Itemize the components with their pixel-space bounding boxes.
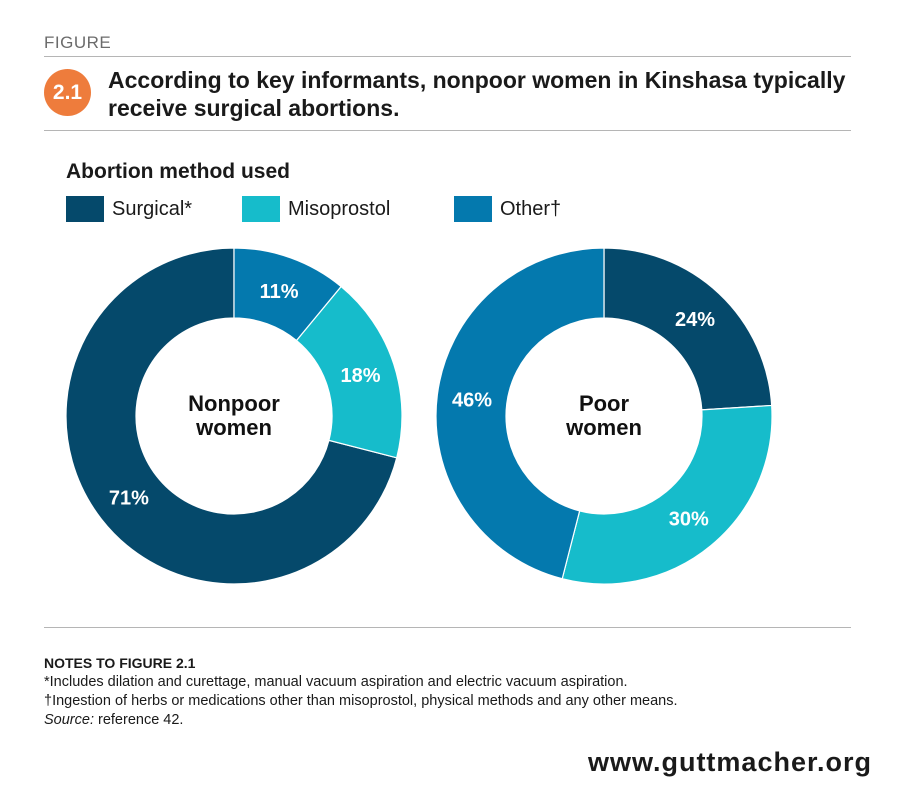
figure-title: According to key informants, nonpoor wom… [108, 67, 846, 121]
donut-slice-nonpoor-0 [65, 247, 398, 585]
note-line-other: †Ingestion of herbs or medications other… [44, 693, 678, 709]
data-label-nonpoor-2: 11% [260, 281, 299, 303]
data-label-poor-0: 24% [675, 309, 715, 331]
title-divider [44, 130, 851, 131]
donut-slice-poor-1 [561, 404, 773, 585]
center-label-nonpoor-0: Nonpoor [188, 391, 280, 416]
legend-swatch-misoprostol [242, 196, 280, 222]
source-text: reference 42. [93, 712, 184, 728]
legend-item-misoprostol: Misoprostol [242, 196, 390, 222]
legend-swatch-other [454, 196, 492, 222]
donut-slice-poor-2 [435, 247, 605, 580]
website-link[interactable]: www.guttmacher.org [587, 747, 872, 777]
donut-slice-poor-0 [603, 247, 773, 411]
legend: Surgical* Misoprostol Other† [66, 196, 626, 224]
note-line-surgical: *Includes dilation and curettage, manual… [44, 674, 628, 690]
data-label-poor-1: 30% [669, 508, 709, 530]
center-label-nonpoor-1: women [195, 415, 272, 440]
data-label-poor-2: 46% [452, 389, 492, 411]
legend-title: Abortion method used [66, 160, 290, 183]
figure-number-badge: 2.1 [44, 69, 91, 116]
donut-slice-nonpoor-2 [233, 247, 342, 342]
notes: NOTES TO FIGURE 2.1 *Includes dilation a… [44, 654, 864, 730]
legend-item-surgical: Surgical* [66, 196, 192, 222]
figure-kicker: FIGURE [44, 33, 112, 52]
data-label-nonpoor-0: 71% [109, 488, 149, 510]
notes-divider [44, 627, 851, 628]
center-label-poor-0: Poor [579, 391, 630, 416]
top-divider [44, 56, 851, 57]
notes-heading: NOTES TO FIGURE 2.1 [44, 655, 196, 671]
legend-label-misoprostol: Misoprostol [288, 197, 391, 220]
source-line: Source: reference 42. [44, 711, 864, 730]
donut-slice-nonpoor-1 [295, 285, 403, 459]
legend-label-other: Other† [500, 197, 562, 220]
legend-item-other: Other† [454, 196, 561, 222]
data-label-nonpoor-1: 18% [340, 365, 380, 387]
legend-label-surgical: Surgical* [112, 197, 193, 220]
source-label: Source: [44, 712, 94, 728]
center-label-poor-1: women [565, 415, 642, 440]
legend-swatch-surgical [66, 196, 104, 222]
